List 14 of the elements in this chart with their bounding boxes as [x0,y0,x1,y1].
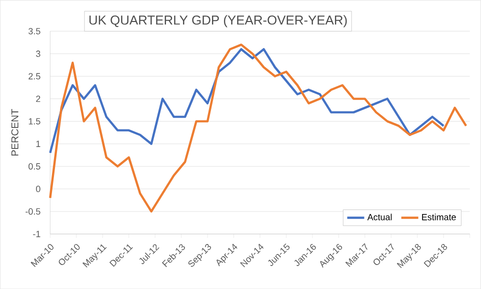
y-axis-title: PERCENT [11,108,18,156]
legend-label: Actual [367,214,392,220]
y-tick-label: 3.5 [28,28,40,34]
y-tick-label: 2 [36,96,40,102]
chart-title: UK QUARTERLY GDP (YEAR-OVER-YEAR) [89,15,347,28]
y-tick-label: 2.5 [28,72,40,80]
y-tick-label: -1 [33,230,40,238]
legend-label: Estimate [422,214,456,220]
y-tick-label: -0.5 [26,208,40,215]
y-tick-label: 3 [36,50,40,57]
y-tick-label: 0.5 [28,163,40,170]
y-tick-label: 1.5 [28,118,40,124]
y-tick-label: 0 [36,186,40,192]
y-tick-label: 1 [36,140,40,147]
